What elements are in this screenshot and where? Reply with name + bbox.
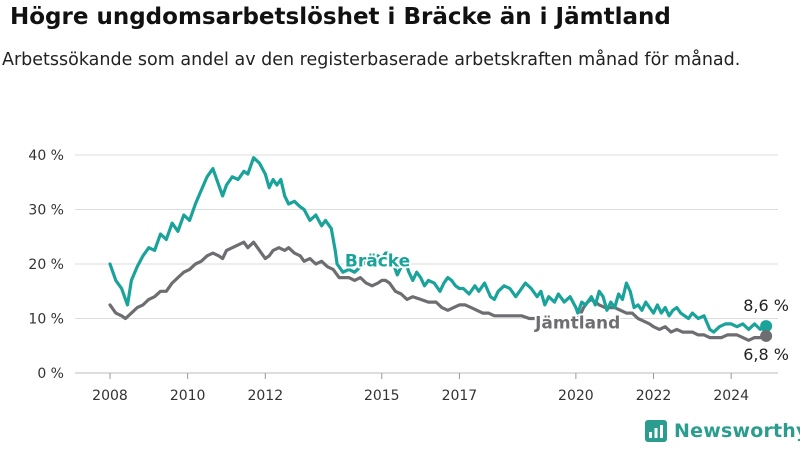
x-tick-label: 2020 — [558, 388, 594, 404]
chart-title: Högre ungdomsarbetslöshet i Bräcke än i … — [10, 4, 671, 30]
y-tick-label: 20 % — [28, 257, 64, 273]
end-markers: 8,6 % 6,8 % — [743, 296, 789, 364]
x-tick-label: 2008 — [92, 388, 128, 404]
brand-name: Newsworthy — [674, 420, 800, 442]
x-tick-label: 2024 — [713, 388, 749, 404]
x-tick-label: 2017 — [442, 388, 478, 404]
series-label-bräcke: Bräcke — [345, 252, 410, 272]
y-grid — [75, 154, 778, 374]
x-axis: 2008 2010 2012 2015 2017 2020 2022 2024 — [92, 373, 749, 404]
x-tick-label: 2010 — [170, 388, 206, 404]
newsworthy-logo: Newsworthy — [645, 420, 800, 442]
y-tick-label: 10 % — [28, 312, 64, 328]
end-value-label-bräcke: 8,6 % — [743, 296, 789, 315]
end-marker-bräcke — [760, 320, 773, 333]
x-tick-label: 2015 — [364, 388, 400, 404]
series-label-jämtland: Jämtland — [534, 313, 620, 333]
end-marker-jämtland — [760, 329, 773, 342]
chart-subtitle: Arbetssökande som andel av den registerb… — [2, 50, 741, 70]
series-lines — [108, 156, 768, 342]
newsworthy-bar-chart-icon — [645, 420, 667, 442]
series-line-jämtland — [108, 240, 768, 342]
y-tick-label: 30 % — [28, 203, 64, 219]
series-labels: Bräcke Jämtland — [343, 250, 622, 336]
y-tick-label: 40 % — [28, 148, 64, 164]
series-line-bräcke — [108, 156, 768, 334]
end-value-label-jämtland: 6,8 % — [743, 345, 789, 364]
x-tick-label: 2012 — [247, 388, 283, 404]
y-tick-label: 0 % — [37, 366, 64, 382]
y-axis: 0 % 10 % 20 % 30 % 40 % — [28, 148, 64, 382]
x-tick-label: 2022 — [636, 388, 672, 404]
